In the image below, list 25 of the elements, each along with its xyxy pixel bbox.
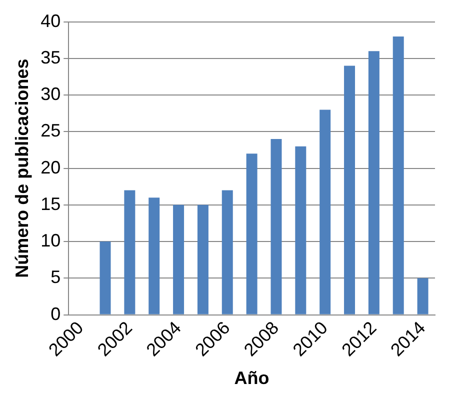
y-tick-label: 30 xyxy=(40,84,61,104)
bar xyxy=(124,190,136,314)
bar xyxy=(368,51,380,314)
y-tick-label: 40 xyxy=(40,10,61,31)
bar xyxy=(270,139,282,314)
y-tick-label: 15 xyxy=(40,194,61,214)
bar xyxy=(344,66,356,314)
bar xyxy=(222,190,233,314)
y-axis-title: Número de publicaciones xyxy=(12,58,32,278)
bar xyxy=(246,154,258,314)
y-tick-label: 0 xyxy=(50,304,61,324)
bar xyxy=(148,198,160,314)
y-tick-label: 35 xyxy=(40,47,61,68)
y-tick-label: 20 xyxy=(40,157,61,178)
bar xyxy=(417,278,428,314)
bar xyxy=(173,204,184,314)
y-tick-label: 5 xyxy=(50,267,61,288)
bar xyxy=(197,204,208,314)
bar xyxy=(100,242,111,314)
y-tick-label: 25 xyxy=(40,120,61,141)
bar xyxy=(295,146,306,314)
bar xyxy=(392,36,404,314)
y-tick-label: 10 xyxy=(40,230,61,251)
x-axis-title: Año xyxy=(234,368,270,388)
bar xyxy=(320,110,331,314)
